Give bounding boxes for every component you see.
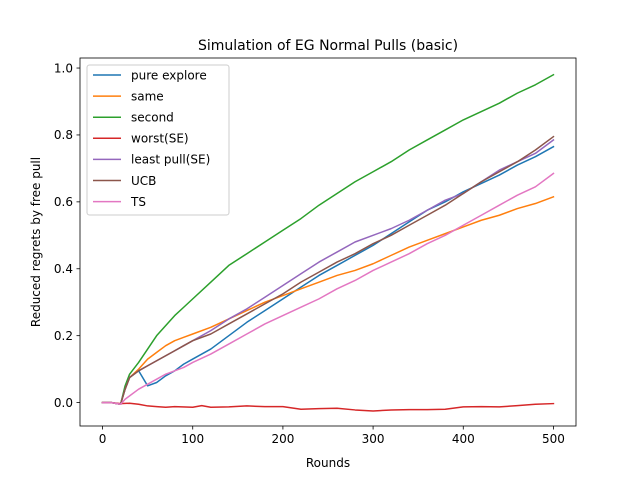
series-line-second: [101, 73, 555, 405]
plot-area-frame: [79, 57, 577, 427]
legend: pure explore same second worst(SE) least pul…: [86, 64, 230, 216]
chart-title: Simulation of EG Normal Pulls (basic): [198, 38, 458, 54]
series-line-ts: [101, 172, 555, 405]
y-tick-label: 1.0: [54, 61, 73, 75]
legend-label: pure explore: [131, 68, 207, 82]
plot-series: [101, 73, 555, 412]
legend-label: least pull(SE): [131, 153, 210, 167]
x-tick-label: 300: [362, 432, 385, 446]
x-axis: 0 100 200 300 400 500: [99, 426, 565, 446]
x-tick-label: 500: [542, 432, 565, 446]
legend-label: worst(SE): [131, 132, 189, 146]
legend-label: UCB: [131, 174, 156, 188]
x-axis-label: Rounds: [306, 456, 350, 470]
legend-label: second: [131, 111, 174, 125]
y-axis-label: Reduced regrets by free pull: [29, 157, 43, 327]
x-tick-label: 400: [452, 432, 475, 446]
series-line-pure-explore: [101, 145, 555, 405]
y-tick-label: 0.4: [54, 262, 73, 276]
y-tick-label: 0.6: [54, 195, 73, 209]
x-tick-label: 0: [99, 432, 107, 446]
legend-label: TS: [130, 195, 146, 209]
x-tick-label: 200: [271, 432, 294, 446]
y-tick-label: 0.0: [54, 396, 73, 410]
series-line-ucb: [101, 135, 555, 405]
series-line-worst-se: [101, 401, 555, 412]
y-tick-label: 0.2: [54, 329, 73, 343]
legend-box: [86, 64, 230, 216]
legend-label: same: [131, 89, 164, 103]
y-axis: 0.0 0.2 0.4 0.6 0.8 1.0: [54, 61, 80, 410]
x-tick-label: 100: [181, 432, 204, 446]
y-tick-label: 0.8: [54, 128, 73, 142]
